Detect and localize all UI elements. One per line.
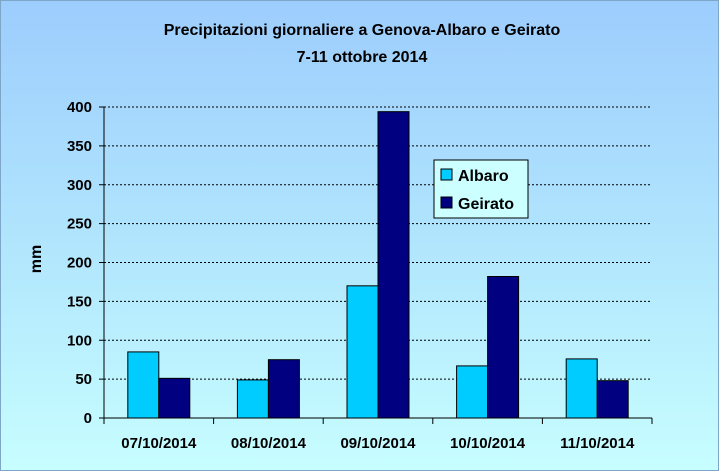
- y-tick-label: 200: [67, 255, 92, 272]
- bar-albaro-2: [236, 379, 269, 419]
- bar-geirato-2: [267, 359, 300, 419]
- legend-label-albaro: Albaro: [458, 168, 509, 185]
- x-tick-label: 10/10/2014: [450, 435, 526, 452]
- y-axis-title: mm: [28, 245, 45, 273]
- y-axis-ticks: 0 50 100 150 200 250 300 350 400: [67, 99, 104, 427]
- bars: [127, 111, 629, 419]
- bar-albaro-3: [346, 285, 379, 419]
- bar-albaro-1: [127, 351, 160, 419]
- y-tick-label: 50: [75, 371, 92, 388]
- legend-swatch-albaro: [440, 168, 453, 181]
- y-tick-label: 150: [67, 293, 92, 310]
- x-axis-ticks: 07/10/2014 08/10/2014 09/10/2014 10/10/2014…: [103, 418, 653, 452]
- x-tick-label: 11/10/2014: [560, 435, 635, 452]
- y-tick-label: 0: [84, 410, 92, 427]
- legend: Albaro Geirato: [433, 159, 529, 219]
- bar-geirato-4: [487, 275, 520, 419]
- x-tick-label: 07/10/2014: [121, 435, 197, 452]
- legend-swatch-geirato: [440, 196, 453, 209]
- bar-albaro-5: [565, 358, 598, 419]
- x-tick-label: 08/10/2014: [231, 435, 307, 452]
- y-tick-label: 300: [67, 177, 92, 194]
- bar-geirato-5: [596, 380, 629, 419]
- y-tick-label: 250: [67, 216, 92, 233]
- chart-title: Precipitazioni giornaliere a Genova-Alba…: [164, 22, 561, 39]
- bar-albaro-4: [456, 365, 489, 419]
- bar-geirato-3: [377, 111, 410, 419]
- y-tick-label: 400: [67, 99, 92, 116]
- chart-subtitle: 7-11 ottobre 2014: [297, 49, 428, 66]
- y-tick-label: 350: [67, 138, 92, 155]
- bar-geirato-1: [158, 377, 191, 419]
- y-tick-label: 100: [67, 332, 92, 349]
- legend-label-geirato: Geirato: [458, 196, 514, 213]
- x-tick-label: 09/10/2014: [340, 435, 416, 452]
